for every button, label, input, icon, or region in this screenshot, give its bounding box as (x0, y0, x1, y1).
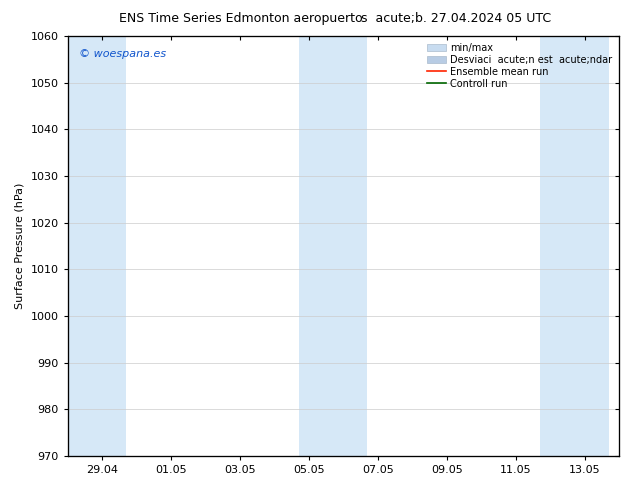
Text: s  acute;b. 27.04.2024 05 UTC: s acute;b. 27.04.2024 05 UTC (361, 12, 552, 25)
Bar (540, 36, 574, 456)
Bar (299, 36, 333, 456)
Y-axis label: Surface Pressure (hPa): Surface Pressure (hPa) (15, 183, 25, 309)
Text: ENS Time Series Edmonton aeropuerto: ENS Time Series Edmonton aeropuerto (119, 12, 363, 25)
Bar (92, 36, 126, 456)
Bar (57, 36, 92, 456)
Bar (333, 36, 368, 456)
Text: © woespana.es: © woespana.es (79, 49, 166, 59)
Bar (574, 36, 609, 456)
Legend: min/max, Desviaci  acute;n est  acute;ndar, Ensemble mean run, Controll run: min/max, Desviaci acute;n est acute;ndar… (425, 41, 614, 91)
